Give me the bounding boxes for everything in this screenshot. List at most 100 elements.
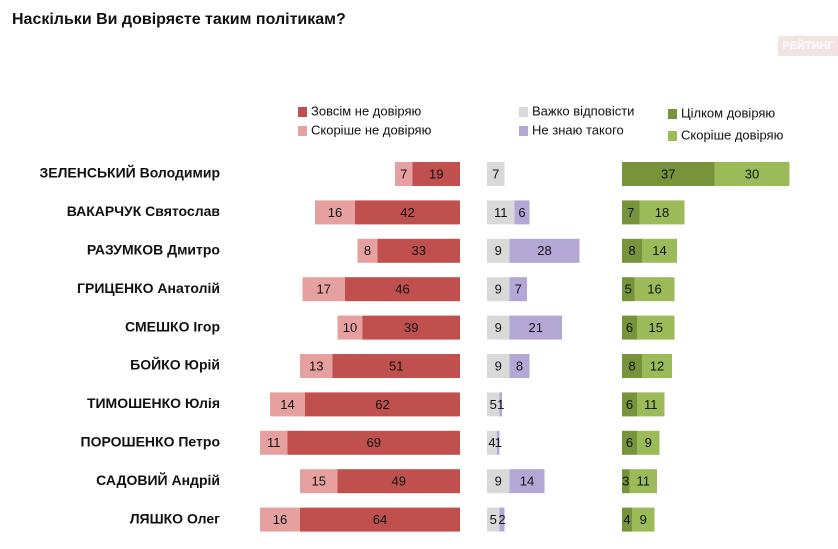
bar (509, 238, 580, 263)
bar (337, 469, 460, 494)
bar (260, 507, 300, 532)
bar (629, 469, 657, 494)
legend-swatch (298, 126, 307, 136)
value-label: 6 (626, 320, 633, 335)
legend-swatch (298, 107, 307, 117)
value-label: 15 (312, 474, 326, 489)
bar (514, 200, 530, 225)
bar (487, 238, 510, 263)
bar (355, 200, 460, 225)
category-label: ЛЯШКО Олег (130, 510, 220, 526)
value-label: 4 (623, 512, 630, 527)
value-label: 6 (518, 205, 525, 220)
value-label: 6 (626, 397, 633, 412)
category-label: САДОВИЙ Андрій (96, 471, 220, 488)
value-label: 14 (280, 397, 294, 412)
bar (362, 315, 460, 340)
bar (622, 162, 715, 186)
category-label: СМЕШКО Ігор (125, 318, 220, 334)
value-label: 62 (375, 397, 389, 412)
value-label: 42 (400, 205, 414, 220)
value-label: 11 (644, 397, 658, 412)
value-label: 6 (626, 435, 633, 450)
value-label: 19 (429, 166, 443, 181)
value-label: 7 (400, 166, 407, 181)
bar (305, 392, 460, 417)
value-label: 8 (364, 243, 371, 258)
bar (714, 162, 790, 186)
bar (270, 392, 305, 417)
bar (315, 200, 355, 225)
value-label: 5 (625, 282, 632, 297)
value-label: 46 (395, 282, 409, 297)
category-label: ВАКАРЧУК Святослав (67, 203, 221, 219)
value-label: 30 (745, 166, 759, 181)
bar (300, 469, 338, 494)
category-label: ЗЕЛЕНСЬКИЙ Володимир (39, 164, 220, 181)
legend-label: Важко відповісти (532, 103, 634, 118)
value-label: 33 (412, 243, 426, 258)
bar (622, 238, 642, 263)
value-label: 14 (652, 243, 666, 258)
value-label: 16 (647, 282, 661, 297)
value-label: 51 (389, 358, 403, 373)
bar (499, 507, 505, 532)
value-label: 11 (494, 205, 508, 220)
legend-swatch (519, 126, 528, 136)
bar (622, 507, 632, 532)
value-label: 39 (404, 320, 418, 335)
value-label: 8 (628, 358, 635, 373)
bar (487, 507, 500, 532)
value-label: 7 (627, 205, 634, 220)
bar (300, 507, 460, 532)
bar (622, 469, 630, 494)
bar (487, 354, 510, 378)
bar (287, 430, 460, 455)
chart-title: Наскільки Ви довіряєте таким політикам? (12, 11, 346, 28)
bar (637, 315, 675, 340)
value-label: 15 (649, 320, 663, 335)
bar (509, 277, 527, 302)
legend-swatch (668, 131, 677, 141)
bar (487, 277, 510, 302)
legend-label: Не знаю такого (532, 122, 624, 137)
legend-label: Скоріше не довіряю (311, 122, 432, 137)
category-label: ГРИЦЕНКО Анатолій (77, 280, 220, 296)
bar (487, 162, 505, 186)
legend-label: Скоріше довіряю (681, 127, 784, 142)
category-label: РАЗУМКОВ Дмитро (87, 242, 220, 258)
value-label: 16 (328, 205, 342, 220)
value-label: 2 (498, 512, 505, 527)
value-label: 9 (495, 474, 502, 489)
value-label: 21 (529, 320, 543, 335)
bar (632, 507, 655, 532)
value-label: 1 (497, 397, 504, 412)
value-label: 13 (309, 358, 323, 373)
logo-box (778, 36, 838, 56)
value-label: 5 (490, 397, 497, 412)
value-label: 28 (537, 243, 551, 258)
bar (642, 238, 677, 263)
value-label: 16 (273, 512, 287, 527)
value-label: 9 (640, 512, 647, 527)
bar (509, 354, 530, 378)
legend-swatch (668, 109, 677, 119)
bar (337, 315, 363, 340)
bar (345, 277, 460, 302)
value-label: 3 (622, 474, 629, 489)
bar (637, 430, 660, 455)
value-label: 1 (495, 435, 502, 450)
value-label: 5 (490, 512, 497, 527)
bar (622, 200, 640, 225)
value-label: 64 (373, 512, 387, 527)
value-label: 9 (495, 243, 502, 258)
bar (637, 392, 665, 417)
bar (622, 277, 635, 302)
legend-swatch (519, 107, 528, 117)
bar (300, 354, 333, 378)
bar (622, 392, 637, 417)
bar (622, 430, 637, 455)
logo: РЕЙТИНГ (782, 39, 834, 52)
bar (487, 200, 515, 225)
value-label: 4 (488, 435, 495, 450)
